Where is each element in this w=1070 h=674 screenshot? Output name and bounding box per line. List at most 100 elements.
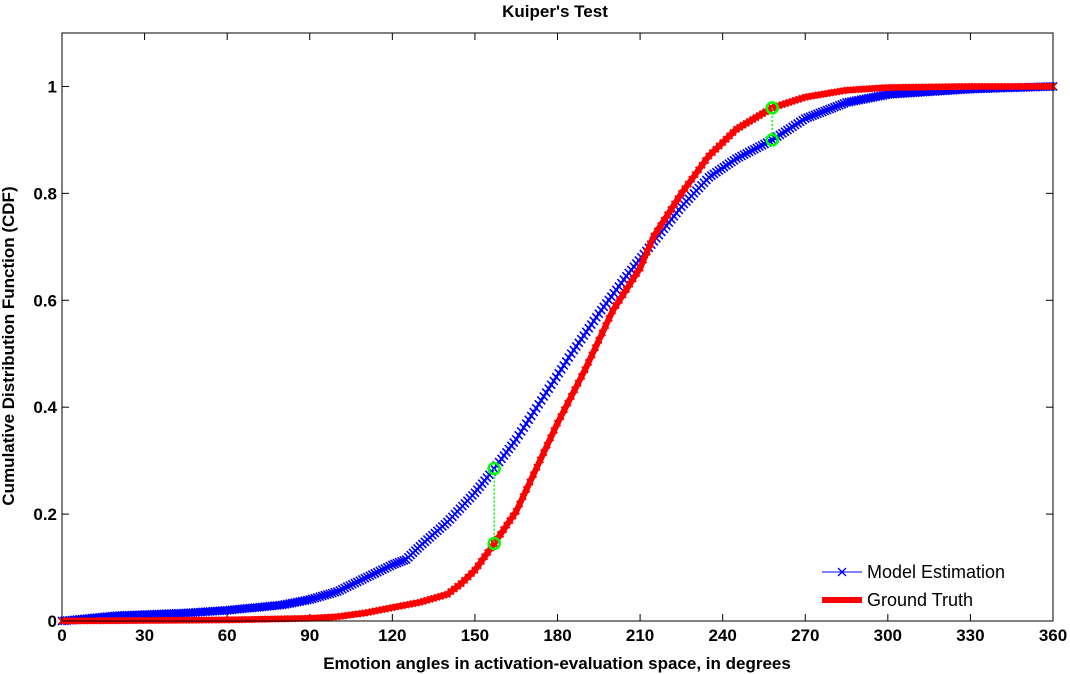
ground-truth-point	[522, 485, 531, 494]
model-estimation-point	[362, 572, 372, 582]
model-estimation-point	[335, 585, 345, 595]
model-estimation-point	[739, 150, 749, 160]
ground-truth-point	[496, 530, 505, 539]
model-estimation-point	[340, 583, 350, 593]
y-tick-label: 0.4	[33, 398, 57, 417]
ground-truth-point	[639, 256, 648, 264]
model-estimation-point	[832, 101, 842, 111]
ground-truth-point	[581, 366, 589, 374]
x-tick-label: 90	[300, 626, 319, 645]
ground-truth-point	[499, 526, 508, 534]
ground-truth-point	[591, 344, 600, 352]
model-estimation-point	[827, 103, 837, 113]
model-estimation-point	[370, 568, 380, 578]
ground-truth-point	[550, 426, 558, 435]
ground-truth-point	[560, 406, 569, 414]
y-tick-label: 0.8	[33, 184, 57, 203]
y-tick-label: 1	[48, 77, 57, 96]
model-estimation-point	[820, 106, 830, 116]
ground-truth-point	[650, 232, 658, 240]
x-tick-label: 240	[708, 626, 736, 645]
model-estimation-point	[829, 102, 839, 112]
model-estimation-point	[345, 580, 355, 591]
model-estimation-point	[800, 113, 810, 124]
model-estimation-point	[731, 154, 741, 164]
x-tick-label: 0	[57, 626, 66, 645]
model-estimation-point	[742, 148, 752, 158]
ground-truth-point	[490, 539, 498, 548]
axes-box	[61, 32, 1054, 622]
ground-truth-point	[657, 221, 665, 230]
ground-truth-point	[674, 195, 682, 203]
model-estimation-point	[834, 100, 844, 110]
y-tick-label: 0.2	[33, 505, 57, 524]
legend-model-marker	[837, 567, 847, 577]
model-estimation-point	[375, 566, 385, 576]
x-tick-label: 330	[956, 626, 984, 645]
ground-truth-point	[553, 419, 562, 427]
model-estimation-point	[352, 577, 362, 587]
model-estimation-point	[330, 587, 340, 597]
kuiper-marker	[765, 133, 779, 147]
ground-truth-point	[670, 200, 679, 208]
ground-truth-point	[570, 386, 579, 394]
ground-truth-point	[608, 307, 617, 315]
ground-truth-point	[533, 463, 541, 472]
ground-truth-point	[540, 448, 548, 457]
model-estimation-point	[337, 584, 347, 594]
model-estimation-point	[365, 571, 375, 581]
ground-truth-point	[595, 336, 603, 345]
model-estimation-point	[385, 561, 395, 571]
ground-truth-point	[626, 280, 634, 288]
model-estimation-point	[822, 105, 832, 115]
model-estimation-point	[757, 140, 767, 150]
model-estimation-point	[347, 579, 357, 589]
model-estimation-point	[734, 152, 744, 162]
ground-truth-point	[515, 500, 524, 508]
kuiper-marker	[765, 101, 779, 115]
ground-truth-point	[619, 291, 627, 299]
kuiper-marker	[487, 536, 501, 551]
ground-truth-point	[574, 379, 582, 387]
ground-truth-point	[632, 269, 641, 278]
model-estimation-point	[805, 112, 815, 122]
model-estimation-point	[350, 578, 360, 588]
ground-truth-point	[636, 264, 644, 272]
y-axis-label: Cumulative Distribution Function (CDF)	[0, 186, 18, 505]
x-tick-label: 300	[874, 626, 902, 645]
model-estimation-point	[332, 587, 342, 597]
series-ground-truth-markers	[58, 82, 1057, 625]
x-tick-label: 150	[461, 626, 489, 645]
model-estimation-point	[754, 142, 765, 152]
ground-truth-point	[663, 211, 672, 219]
series-model-estimation-markers	[57, 81, 1058, 626]
ground-truth-point	[577, 372, 586, 381]
ground-truth-point	[584, 358, 593, 367]
legend-label-truth: Ground Truth	[867, 590, 973, 610]
model-estimation-point	[377, 565, 387, 575]
ground-truth-point	[557, 412, 565, 421]
model-estimation-point	[749, 144, 759, 154]
ground-truth-point	[601, 321, 610, 330]
model-estimation-point	[815, 108, 825, 118]
ground-truth-point	[526, 478, 534, 486]
model-estimation-point	[807, 111, 818, 121]
ground-truth-point	[622, 285, 631, 294]
model-estimation-point	[747, 146, 757, 156]
legend-label-model: Model Estimation	[867, 562, 1005, 582]
x-tick-label: 120	[378, 626, 406, 645]
model-estimation-point	[817, 107, 827, 117]
model-estimation-point	[360, 573, 370, 583]
x-axis-label: Emotion angles in activation-evaluation …	[323, 654, 791, 673]
model-estimation-point	[803, 113, 813, 123]
ground-truth-point	[529, 470, 538, 479]
ground-truth-point	[564, 399, 572, 407]
ground-truth-point	[509, 512, 517, 520]
chart-title: Kuiper's Test	[502, 2, 608, 21]
ground-truth-point	[653, 227, 661, 235]
model-estimation-point	[357, 574, 367, 585]
model-estimation-point	[736, 151, 747, 161]
legend: Model Estimation Ground Truth	[822, 562, 1005, 610]
ground-truth-point	[546, 434, 555, 442]
